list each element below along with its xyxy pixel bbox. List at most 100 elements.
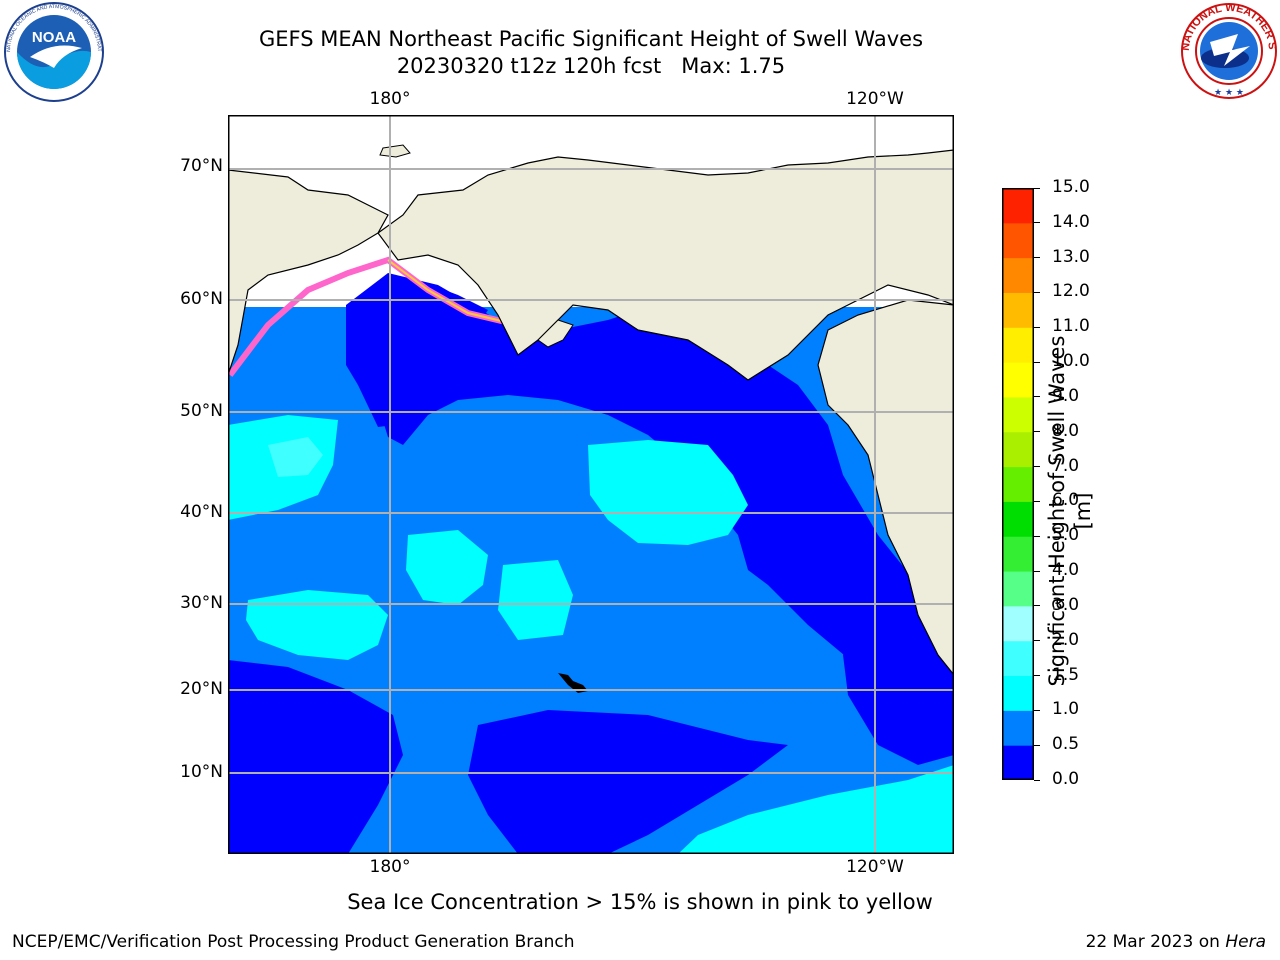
colorbar-segment bbox=[1002, 710, 1034, 746]
colorbar-segment bbox=[1002, 257, 1034, 293]
lat-label-50n: 50°N bbox=[180, 401, 223, 421]
colorbar-segment bbox=[1002, 188, 1034, 224]
colorbar-tick bbox=[1034, 744, 1040, 746]
colorbar-segment bbox=[1002, 571, 1034, 607]
colorbar-tick bbox=[1034, 640, 1040, 642]
colorbar-title: Significant Height of Swell Waves [m] bbox=[1045, 335, 1095, 687]
footer-date: 22 Mar 2023 on bbox=[1085, 932, 1226, 952]
noaa-wordmark: NOAA bbox=[32, 29, 76, 46]
swell-1.0-1.5-northeast bbox=[588, 440, 748, 545]
swell-height-map bbox=[228, 115, 954, 854]
colorbar-tick-label: 8.0 bbox=[1052, 420, 1080, 441]
low-swell-central-south bbox=[468, 710, 788, 854]
colorbar-tick-label: 1.5 bbox=[1052, 664, 1080, 685]
colorbar-tick-label: 13.0 bbox=[1052, 246, 1090, 267]
colorbar-tick bbox=[1034, 291, 1040, 293]
colorbar-tick bbox=[1034, 535, 1040, 537]
colorbar-tick-label: 10.0 bbox=[1052, 351, 1090, 372]
chart-subtitle: 20230320 t12z 120h fcst Max: 1.75 bbox=[396, 54, 786, 78]
footer-machine: Hera bbox=[1225, 932, 1266, 952]
colorbar-frame bbox=[1002, 188, 1034, 780]
hawaii-islands bbox=[558, 673, 588, 693]
colorbar-tick bbox=[1034, 779, 1040, 781]
lon-label-bottom-180: 180° bbox=[369, 857, 411, 877]
north-america-land bbox=[817, 299, 954, 676]
colorbar-segment bbox=[1002, 362, 1034, 398]
colorbar-tick-label: 6.0 bbox=[1052, 490, 1080, 511]
colorbar-tick bbox=[1034, 257, 1040, 259]
colorbar-tick bbox=[1034, 675, 1040, 677]
map-frame bbox=[228, 115, 954, 854]
colorbar-segment bbox=[1002, 396, 1034, 433]
colorbar-tick-label: 0.5 bbox=[1052, 734, 1080, 755]
colorbar-tick bbox=[1034, 709, 1040, 711]
swell-1.0-1.5-south-central bbox=[498, 560, 573, 640]
swell-1.0-1.5-southeast bbox=[678, 765, 954, 854]
colorbar-tick-label: 5.0 bbox=[1052, 525, 1080, 546]
footer-right: 22 Mar 2023 on Hera bbox=[1086, 932, 1266, 952]
colorbar-segment bbox=[1002, 675, 1034, 711]
swell-1.5-2.0-patch bbox=[268, 437, 323, 477]
colorbar-tick bbox=[1034, 396, 1040, 398]
nws-logo: NATIONAL WEATHER SERVICE ★ ★ ★ bbox=[1176, 0, 1278, 100]
colorbar-segment bbox=[1002, 431, 1034, 468]
colorbar-tick bbox=[1034, 570, 1040, 572]
noaa-logo: NOAA NATIONAL OCEANIC AND ATMOSPHERIC AD… bbox=[0, 0, 106, 102]
lat-label-10n: 10°N bbox=[180, 762, 223, 782]
footer-left: NCEP/EMC/Verification Post Processing Pr… bbox=[12, 932, 575, 952]
colorbar-tick-label: 11.0 bbox=[1052, 316, 1090, 337]
colorbar-tick-label: 14.0 bbox=[1052, 211, 1090, 232]
lon-label-top-180: 180° bbox=[369, 89, 411, 109]
colorbar-tick bbox=[1034, 466, 1040, 468]
map-gridlines bbox=[228, 115, 954, 854]
colorbar-svg bbox=[1002, 188, 1034, 781]
lat-label-70n: 70°N bbox=[180, 156, 223, 176]
colorbar-segment bbox=[1002, 745, 1034, 781]
lat-label-20n: 20°N bbox=[180, 679, 223, 699]
colorbar-tick-label: 15.0 bbox=[1052, 177, 1090, 197]
lon-label-top-120w: 120°W bbox=[846, 89, 904, 109]
low-swell-west bbox=[228, 660, 403, 854]
colorbar-tick-label: 12.0 bbox=[1052, 281, 1090, 302]
swell-1.0-1.5-west bbox=[246, 590, 388, 660]
colorbar-tick-label: 4.0 bbox=[1052, 560, 1080, 581]
sea-ice-edge-yellow bbox=[387, 259, 519, 326]
lat-label-60n: 60°N bbox=[180, 289, 223, 309]
low-swell-gulf-of-alaska bbox=[346, 273, 954, 693]
colorbar-tick bbox=[1034, 326, 1040, 328]
lon-label-bottom-120w: 120°W bbox=[846, 857, 904, 877]
swell-1.0-1.5-central bbox=[406, 530, 488, 605]
colorbar-tick bbox=[1034, 500, 1040, 502]
colorbar-tick bbox=[1034, 605, 1040, 607]
colorbar-segment bbox=[1002, 640, 1034, 677]
siberia-land bbox=[228, 169, 389, 376]
colorbar-tick-label: 3.0 bbox=[1052, 594, 1080, 615]
colorbar-tick bbox=[1034, 222, 1040, 224]
colorbar-segment bbox=[1002, 501, 1034, 537]
lat-label-40n: 40°N bbox=[180, 502, 223, 522]
colorbar-tick-label: 9.0 bbox=[1052, 385, 1080, 406]
wrangel-island bbox=[379, 144, 411, 158]
chart-title: GEFS MEAN Northeast Pacific Significant … bbox=[258, 27, 924, 51]
colorbar-tick-label: 0.0 bbox=[1052, 769, 1080, 789]
svg-text:★ ★ ★: ★ ★ ★ bbox=[1214, 88, 1244, 98]
alaska-land bbox=[377, 115, 954, 381]
colorbar-segment bbox=[1002, 466, 1034, 502]
kenai-land bbox=[537, 319, 574, 348]
colorbar-tick bbox=[1034, 431, 1040, 433]
lat-label-30n: 30°N bbox=[180, 593, 223, 613]
low-swell-bering bbox=[346, 280, 488, 427]
colorbar-segment bbox=[1002, 605, 1034, 642]
colorbar-segment bbox=[1002, 536, 1034, 572]
colorbar-tick-label: 2.0 bbox=[1052, 629, 1080, 650]
colorbar-segment bbox=[1002, 222, 1034, 259]
colorbar bbox=[1002, 188, 1034, 781]
colorbar-tick-label: 1.0 bbox=[1052, 699, 1080, 720]
sea-ice-note: Sea Ice Concentration > 15% is shown in … bbox=[347, 890, 933, 914]
map-panel bbox=[228, 115, 954, 854]
colorbar-tick-label: 7.0 bbox=[1052, 455, 1080, 476]
colorbar-tick bbox=[1034, 361, 1040, 363]
colorbar-segment bbox=[1002, 327, 1034, 363]
colorbar-tick bbox=[1034, 187, 1040, 189]
colorbar-segment bbox=[1002, 292, 1034, 328]
